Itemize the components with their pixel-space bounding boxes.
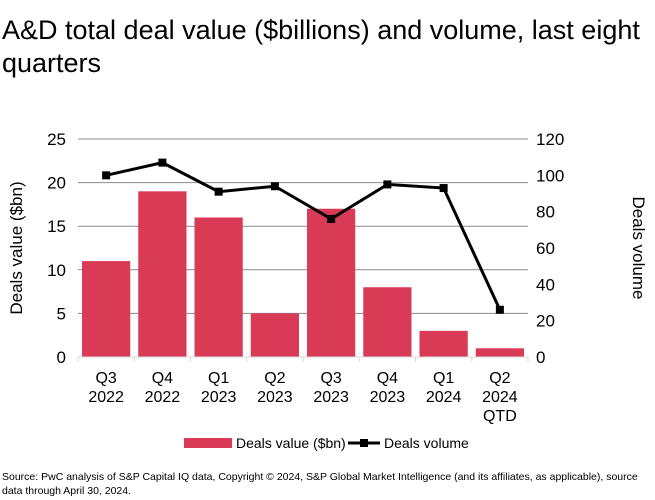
source-note: Source: PwC analysis of S&P Capital IQ d… <box>2 471 638 497</box>
bar <box>250 313 299 357</box>
x-tick-label: 2023 <box>201 389 237 406</box>
volume-marker <box>102 171 111 180</box>
x-tick-label: 2023 <box>313 389 349 406</box>
x-tick-label: Q1 <box>433 370 454 387</box>
x-tick-label: Q4 <box>152 370 173 387</box>
y-tick-label: 0 <box>57 348 66 367</box>
y2-tick-label: 100 <box>536 166 564 185</box>
x-tick-label: Q2 <box>264 370 285 387</box>
volume-marker <box>383 180 392 189</box>
volume-marker <box>495 305 504 314</box>
y-axis-label: Deals value ($bn) <box>7 181 26 314</box>
bar <box>194 217 243 357</box>
legend-swatch-bar <box>184 438 232 448</box>
y-tick-label: 15 <box>47 217 66 236</box>
y-tick-label: 10 <box>47 261 66 280</box>
chart-title: A&D total deal value ($billions) and vol… <box>2 15 640 78</box>
y2-tick-label: 20 <box>536 312 555 331</box>
y2-tick-label: 120 <box>536 130 564 149</box>
x-tick-label: 2024 <box>426 389 462 406</box>
bar <box>363 287 412 357</box>
x-tick-label: 2023 <box>257 389 293 406</box>
legend-label: Deals volume <box>384 435 469 451</box>
bar <box>82 261 131 357</box>
y2-tick-label: 60 <box>536 239 555 258</box>
legend-swatch-marker <box>360 439 368 447</box>
x-tick-label: Q3 <box>95 370 116 387</box>
x-tick-label: Q4 <box>377 370 398 387</box>
bar <box>138 191 187 357</box>
x-tick-label: 2022 <box>145 389 181 406</box>
volume-marker <box>158 158 167 167</box>
volume-marker <box>214 187 223 196</box>
y2-tick-label: 40 <box>536 275 555 294</box>
x-tick-label: 2024 <box>482 389 518 406</box>
volume-marker <box>270 182 279 191</box>
y2-axis-label: Deals volume <box>629 197 648 300</box>
volume-marker <box>439 184 448 193</box>
legend-label: Deals value ($bn) <box>236 435 346 451</box>
bar <box>419 330 468 357</box>
volume-line <box>105 161 502 311</box>
x-tick-label: QTD <box>483 408 517 425</box>
y-tick-label: 25 <box>47 130 66 149</box>
x-tick-label: Q2 <box>489 370 510 387</box>
volume-marker <box>327 214 336 223</box>
x-tick-label: 2023 <box>370 389 406 406</box>
y-tick-label: 5 <box>57 304 66 323</box>
x-tick-label: Q3 <box>320 370 341 387</box>
bar <box>307 208 356 357</box>
y2-tick-label: 0 <box>536 348 545 367</box>
y-tick-label: 20 <box>47 174 66 193</box>
y2-tick-label: 80 <box>536 203 555 222</box>
bar <box>475 348 524 357</box>
x-tick-label: 2022 <box>88 389 124 406</box>
x-tick-label: Q1 <box>208 370 229 387</box>
